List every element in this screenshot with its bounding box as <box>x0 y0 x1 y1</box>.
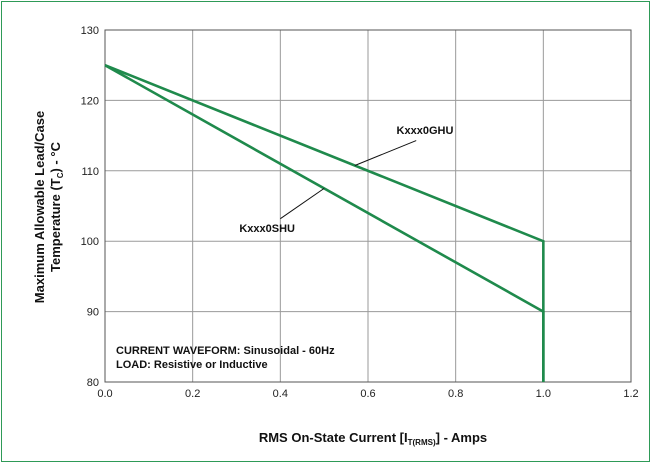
y-axis-title-line2-main: Temperature (T <box>48 178 63 272</box>
series-label-kxxx0shu: Kxxx0SHU <box>239 223 295 235</box>
grid-lines <box>104 29 632 383</box>
x-tick-label: 0.6 <box>360 388 375 400</box>
x-tick-label: 1.2 <box>623 388 638 400</box>
series-line-kxxx0shu <box>104 64 545 382</box>
plot-area <box>104 29 632 383</box>
y-axis-title: Maximum Allowable Lead/Case Temperature … <box>32 111 65 303</box>
y-axis-title-line2-end: ) - °C <box>48 141 63 172</box>
x-tick-label: 0.0 <box>97 388 112 400</box>
y-tick-label: 100 <box>81 236 99 248</box>
y-axis-title-line1: Maximum Allowable Lead/Case <box>32 111 47 303</box>
kxxx0shu-leader-line <box>280 187 325 220</box>
load-note: LOAD: Resistive or Inductive <box>116 359 268 371</box>
x-tick-label: 0.2 <box>185 388 200 400</box>
kxxx0ghu-leader-line <box>354 140 417 166</box>
y-tick-label: 80 <box>87 377 99 389</box>
x-axis-title-end: ] - Amps <box>436 430 488 445</box>
x-axis-title-subscript: T(RMS) <box>408 438 436 447</box>
x-tick-label: 1.0 <box>536 388 551 400</box>
waveform-note: CURRENT WAVEFORM: Sinusoidal - 60Hz <box>116 345 335 357</box>
x-tick-labels: 0.0 0.2 0.4 0.6 0.8 1.0 1.2 <box>97 388 638 400</box>
y-tick-label: 130 <box>81 25 99 37</box>
x-axis-title: RMS On-State Current [IT(RMS)] - Amps <box>259 430 487 447</box>
x-axis-title-main: RMS On-State Current [I <box>259 430 408 445</box>
series-label-kxxx0ghu: Kxxx0GHU <box>397 125 454 137</box>
y-tick-label: 90 <box>87 307 99 319</box>
x-tick-label: 0.4 <box>273 388 288 400</box>
y-axis-title-line2-subscript: C <box>56 172 65 178</box>
series-layer <box>104 63 545 382</box>
y-tick-label: 120 <box>81 95 99 107</box>
y-tick-labels: 80 90 100 110 120 130 <box>81 25 99 389</box>
y-tick-label: 110 <box>81 166 99 178</box>
series-line-kxxx0ghu <box>104 63 545 382</box>
x-tick-label: 0.8 <box>448 388 463 400</box>
y-axis-title-line2: Temperature (TC) - °C <box>48 141 65 272</box>
